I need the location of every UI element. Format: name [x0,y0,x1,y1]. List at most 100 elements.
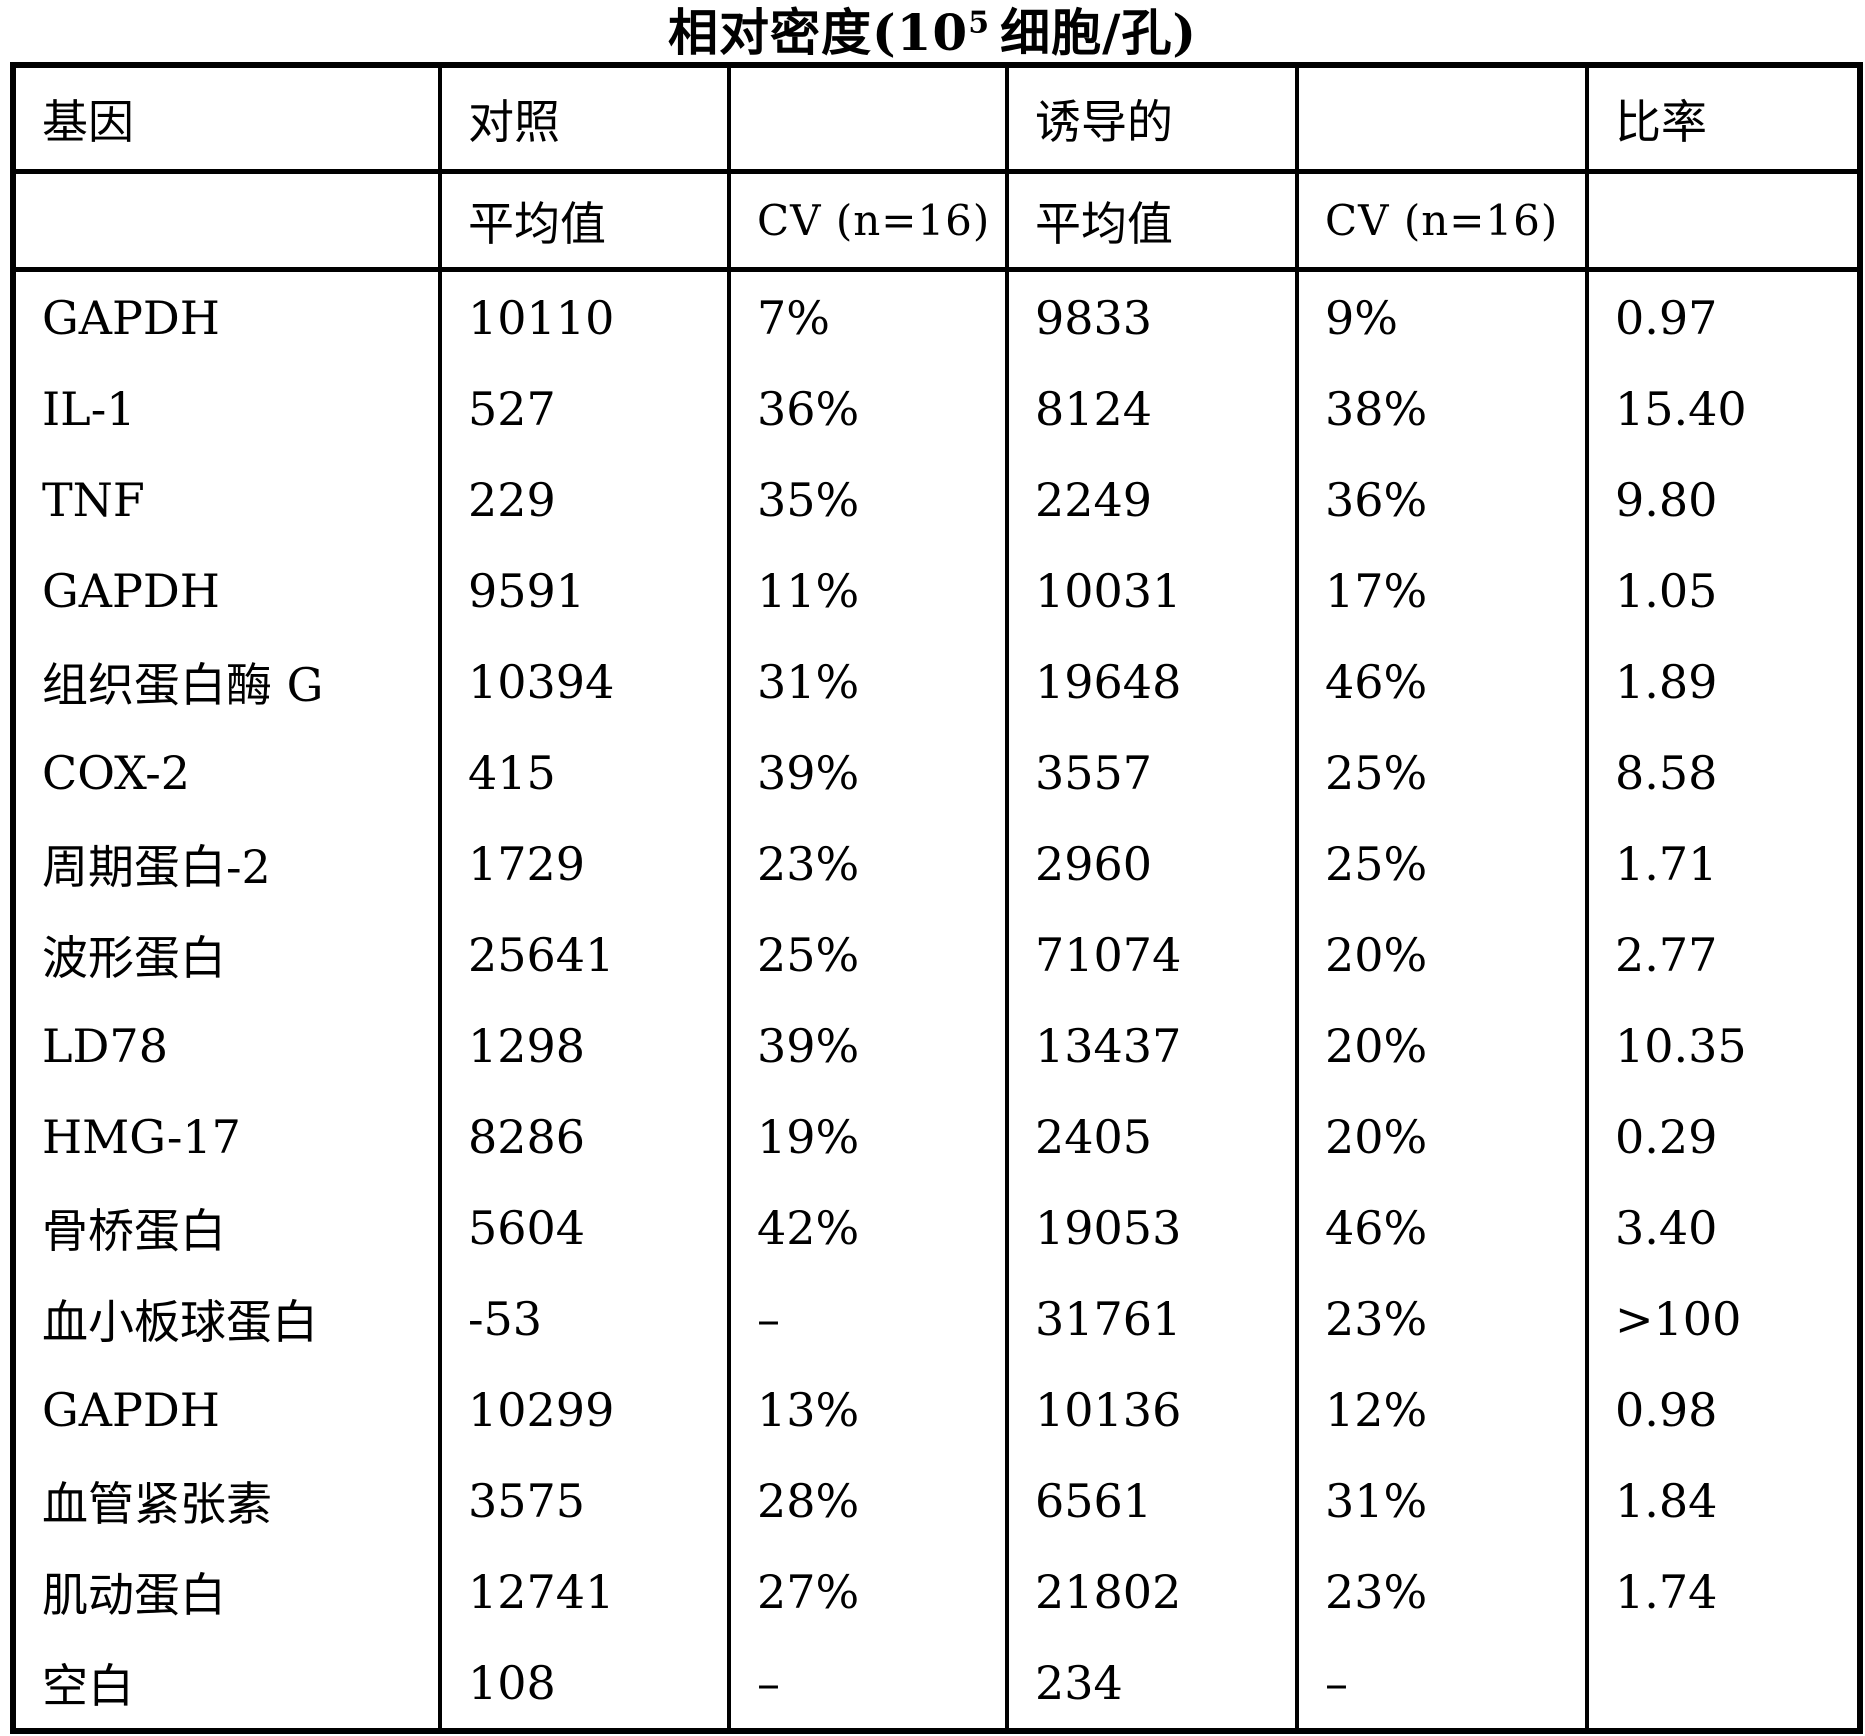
induced-mean-cell: 3557 [1005,727,1297,818]
gene-name-cell: 波形蛋白 [42,930,226,985]
title-prefix: 相对密度(10 [667,3,969,62]
subheader-gene-spacer [13,171,440,272]
induced-cv-cell: – [1295,1637,1587,1731]
table-row: 骨桥蛋白 5604 42% 19053 46% 3.40 [13,1182,1860,1273]
induced-cv-cell: 23% [1295,1273,1587,1364]
induced-mean-cell: 19648 [1005,636,1297,727]
gene-name-cell: 空白 [42,1658,134,1713]
control-mean-cell: 527 [438,363,729,454]
control-cv-cell: 19% [727,1091,1007,1182]
table-row: 空白 108 – 234 – [13,1637,1860,1731]
induced-cv-cell: 20% [1295,1000,1587,1091]
induced-mean-cell: 21802 [1005,1546,1297,1637]
gene-name-cell: GAPDH [42,290,220,345]
induced-mean-cell: 19053 [1005,1182,1297,1273]
control-cv-cell: 13% [727,1364,1007,1455]
control-cv-cell: 35% [727,454,1007,545]
col-header-control-spacer [727,65,1007,174]
subheader-induced-mean: 平均值 [1005,171,1297,272]
induced-cv-cell: 23% [1295,1546,1587,1637]
header-row-measures: 平均值 CV (n=16) 平均值 CV (n=16) [13,171,1860,272]
subheader-induced-cv: CV (n=16) [1295,171,1587,272]
col-header-gene: 基因 [13,65,440,174]
control-cv-cell: 27% [727,1546,1007,1637]
induced-mean-cell: 234 [1005,1637,1297,1731]
table-row: 血小板球蛋白 -53 – 31761 23% >100 [13,1273,1860,1364]
induced-mean-cell: 2249 [1005,454,1297,545]
col-header-control: 对照 [438,65,729,174]
control-mean-cell: 10394 [438,636,729,727]
col-header-induced-spacer [1295,65,1587,174]
table-row: LD78 1298 39% 13437 20% 10.35 [13,1000,1860,1091]
subheader-control-mean: 平均值 [438,171,729,272]
gene-name-cell: HMG-17 [42,1109,241,1164]
control-mean-cell: 415 [438,727,729,818]
gene-name-cell: COX-2 [42,745,191,800]
control-cv-cell: 25% [727,909,1007,1000]
table-row: 周期蛋白-2 1729 23% 2960 25% 1.71 [13,818,1860,909]
table-row: TNF 229 35% 2249 36% 9.80 [13,454,1860,545]
ratio-cell [1585,1637,1860,1731]
ratio-cell: 0.98 [1585,1364,1860,1455]
col-header-ratio: 比率 [1585,65,1860,174]
control-cv-cell: 11% [727,545,1007,636]
ratio-cell: 3.40 [1585,1182,1860,1273]
induced-mean-cell: 8124 [1005,363,1297,454]
table-row: COX-2 415 39% 3557 25% 8.58 [13,727,1860,818]
control-mean-cell: 1298 [438,1000,729,1091]
induced-cv-cell: 46% [1295,636,1587,727]
control-cv-cell: 36% [727,363,1007,454]
ratio-cell: 8.58 [1585,727,1860,818]
induced-mean-cell: 2405 [1005,1091,1297,1182]
control-cv-cell: 28% [727,1455,1007,1546]
induced-cv-cell: 12% [1295,1364,1587,1455]
induced-mean-cell: 6561 [1005,1455,1297,1546]
ratio-cell: 1.84 [1585,1455,1860,1546]
ratio-cell: 0.97 [1585,269,1860,363]
gene-name-cell: IL-1 [42,381,136,436]
table-row: 波形蛋白 25641 25% 71074 20% 2.77 [13,909,1860,1000]
control-mean-cell: 25641 [438,909,729,1000]
table-row: GAPDH 10299 13% 10136 12% 0.98 [13,1364,1860,1455]
control-mean-cell: 10299 [438,1364,729,1455]
control-mean-cell: 12741 [438,1546,729,1637]
gene-name-cell: 组织蛋白酶 G [42,657,324,712]
ratio-cell: 2.77 [1585,909,1860,1000]
control-mean-cell: 108 [438,1637,729,1731]
control-mean-cell: 1729 [438,818,729,909]
gene-name-cell: LD78 [42,1018,168,1073]
title-suffix: 细胞/孔) [1000,3,1198,62]
ratio-cell: 15.40 [1585,363,1860,454]
control-mean-cell: 8286 [438,1091,729,1182]
induced-mean-cell: 9833 [1005,269,1297,363]
control-mean-cell: 10110 [438,269,729,363]
gene-name-cell: TNF [42,472,145,527]
control-mean-cell: -53 [438,1273,729,1364]
induced-mean-cell: 31761 [1005,1273,1297,1364]
induced-mean-cell: 10136 [1005,1364,1297,1455]
gene-name-cell: 骨桥蛋白 [42,1203,226,1258]
gene-name-cell: GAPDH [42,563,220,618]
control-cv-cell: 39% [727,727,1007,818]
control-cv-cell: 7% [727,269,1007,363]
ratio-cell: 1.74 [1585,1546,1860,1637]
page-title: 相对密度(105 细胞/孔) [0,0,1865,62]
gene-name-cell: 血小板球蛋白 [42,1294,318,1349]
control-mean-cell: 229 [438,454,729,545]
table-row: IL-1 527 36% 8124 38% 15.40 [13,363,1860,454]
gene-name-cell: 周期蛋白-2 [42,839,271,894]
ratio-cell: 9.80 [1585,454,1860,545]
gene-name-cell: 血管紧张素 [42,1476,272,1531]
ratio-cell: 1.05 [1585,545,1860,636]
induced-cv-cell: 36% [1295,454,1587,545]
induced-mean-cell: 13437 [1005,1000,1297,1091]
induced-cv-cell: 20% [1295,909,1587,1000]
table-row: GAPDH 9591 11% 10031 17% 1.05 [13,545,1860,636]
control-cv-cell: – [727,1273,1007,1364]
control-cv-cell: 23% [727,818,1007,909]
induced-cv-cell: 31% [1295,1455,1587,1546]
induced-mean-cell: 10031 [1005,545,1297,636]
induced-cv-cell: 17% [1295,545,1587,636]
table-row: 组织蛋白酶 G 10394 31% 19648 46% 1.89 [13,636,1860,727]
